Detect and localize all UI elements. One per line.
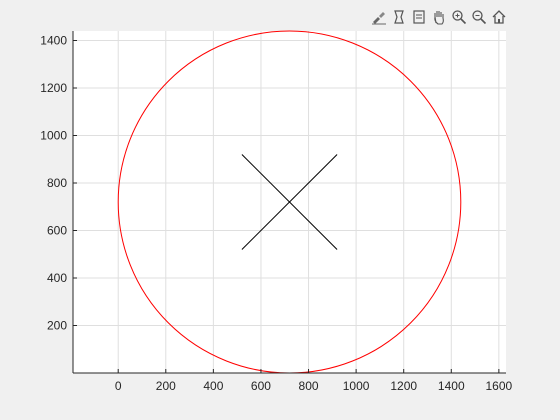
y-tick-label: 1200 <box>40 81 67 95</box>
y-tick-label: 1400 <box>40 34 67 48</box>
data-tips-icon[interactable] <box>390 8 408 26</box>
x-tick-label: 1200 <box>390 379 417 393</box>
x-tick-label: 0 <box>115 379 122 393</box>
x-tick-label: 1000 <box>343 379 370 393</box>
y-tick-label: 1000 <box>40 129 67 143</box>
cross-segment <box>241 154 338 250</box>
rotate-icon[interactable] <box>410 8 428 26</box>
y-tick-labels: 200 400 600 800 1000 1200 1400 <box>40 34 67 333</box>
x-tick-label: 400 <box>203 379 223 393</box>
axes-toolbar <box>370 8 508 26</box>
pan-icon[interactable] <box>430 8 448 26</box>
x-tick-label: 1600 <box>486 379 513 393</box>
y-tick-label: 800 <box>47 176 67 190</box>
x-tick-label: 1400 <box>438 379 465 393</box>
brush-data-icon[interactable] <box>370 8 388 26</box>
axes-lines <box>72 31 506 374</box>
y-tick-label: 600 <box>47 224 67 238</box>
home-icon[interactable] <box>490 8 508 26</box>
zoom-out-icon[interactable] <box>470 8 488 26</box>
x-tick-labels: 0 200 400 600 800 1000 1200 1400 1600 <box>115 379 513 393</box>
zoom-in-icon[interactable] <box>450 8 468 26</box>
x-tick-label: 800 <box>299 379 319 393</box>
x-tick-label: 600 <box>251 379 271 393</box>
x-tick-label: 200 <box>156 379 176 393</box>
y-tick-label: 200 <box>47 319 67 333</box>
y-tick-label: 400 <box>47 271 67 285</box>
